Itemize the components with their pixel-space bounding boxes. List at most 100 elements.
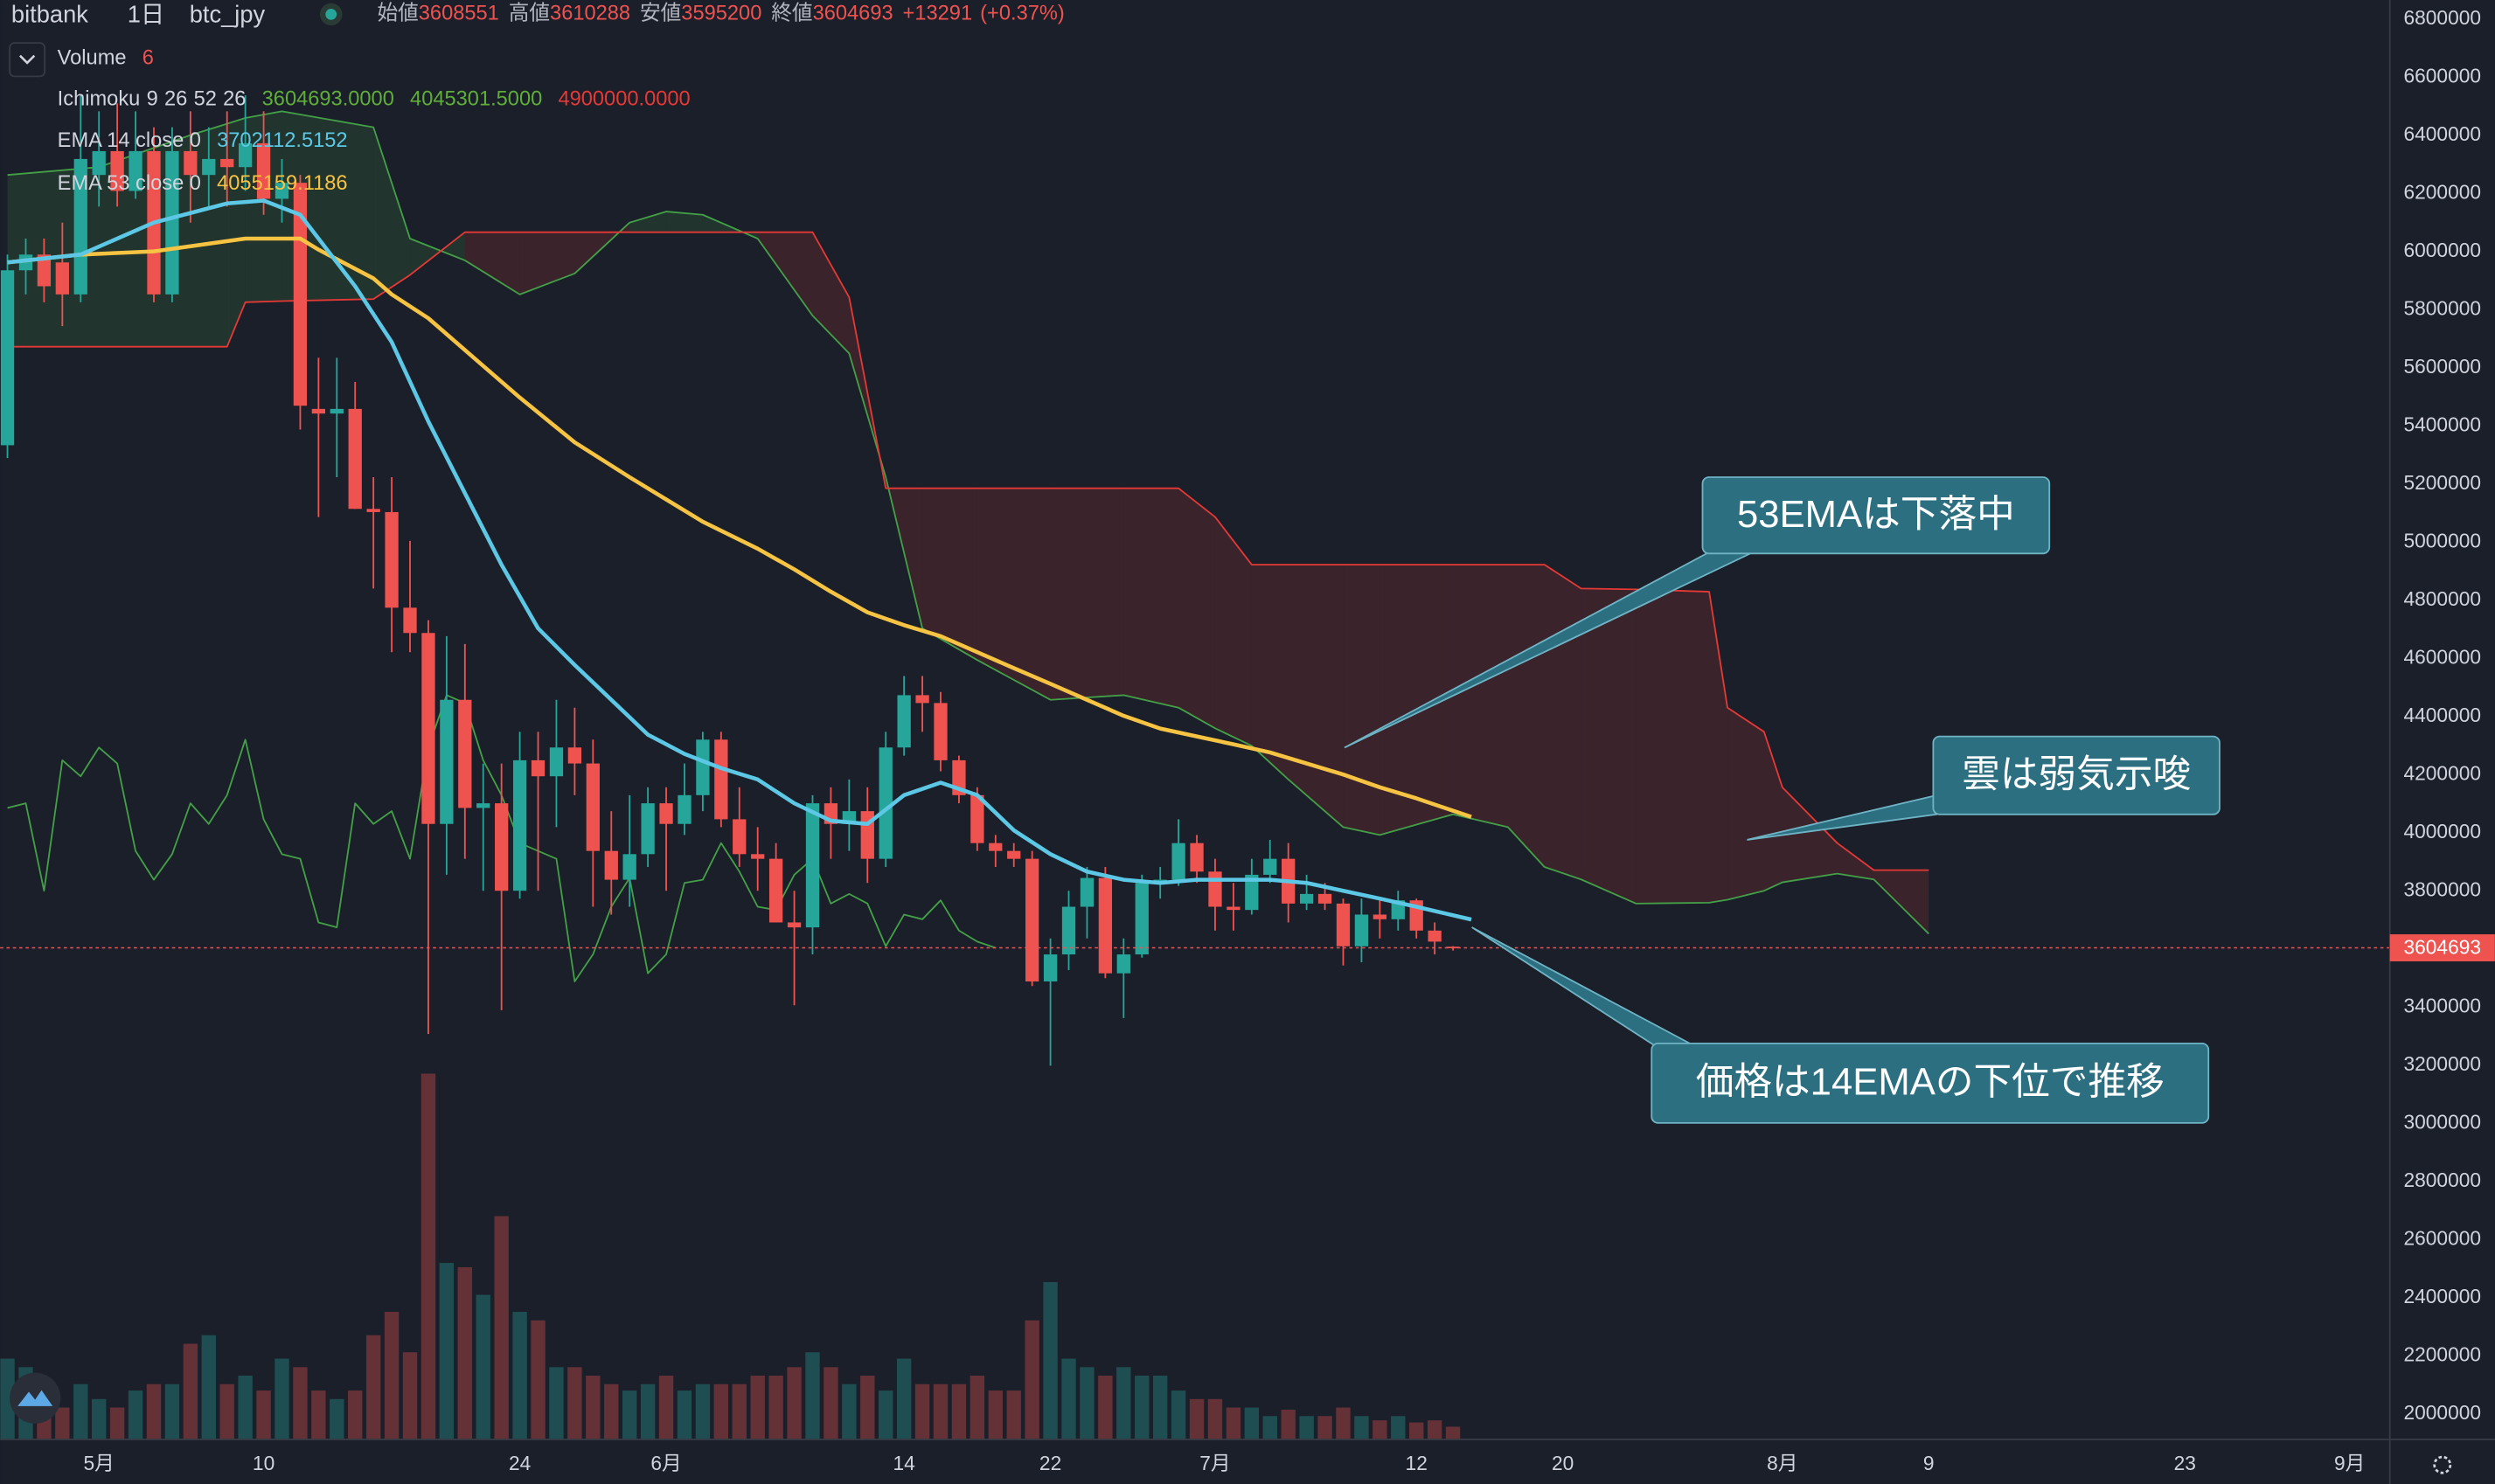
volume-bar xyxy=(787,1367,802,1440)
callout-box xyxy=(1932,735,2220,815)
candle-body xyxy=(1227,906,1241,911)
candle-body xyxy=(1208,871,1222,907)
callout-text: 53EMAは下落中 xyxy=(1737,493,2015,536)
y-tick-label: 2800000 xyxy=(2404,1168,2482,1191)
candle-body xyxy=(1007,850,1021,859)
y-tick-label: 2600000 xyxy=(2404,1227,2482,1250)
y-tick-label: 6600000 xyxy=(2404,64,2482,87)
x-tick-label: 8月 xyxy=(1767,1452,1797,1474)
volume-bar xyxy=(1080,1367,1095,1440)
x-tick-label: 6月 xyxy=(650,1452,681,1474)
y-tick-label: 4200000 xyxy=(2404,762,2482,785)
candle-body xyxy=(275,183,289,199)
span-a-line xyxy=(7,110,1929,935)
candle-body xyxy=(238,142,253,168)
callout-text: 価格は14EMAの下位で推移 xyxy=(1696,1061,2165,1104)
volume-bar xyxy=(640,1383,656,1440)
candle-body xyxy=(531,759,546,777)
candle-body xyxy=(311,408,326,414)
cloud-fill xyxy=(1581,588,1637,904)
cloud-fill xyxy=(226,118,246,347)
volume-bar xyxy=(988,1390,1003,1440)
ema53-line xyxy=(7,236,1472,819)
candle-body xyxy=(1354,914,1369,947)
candle-body xyxy=(1171,843,1185,880)
candle-body xyxy=(1263,858,1277,875)
candle-body xyxy=(641,803,655,855)
y-tick-label: 3800000 xyxy=(2404,878,2482,901)
candle-body xyxy=(73,158,87,295)
candle-body xyxy=(567,747,582,764)
ema53-name: EMA 53 close 0 xyxy=(58,172,201,195)
high-label: 高値 xyxy=(509,2,550,25)
interval: 1日 xyxy=(128,0,164,27)
volume-bar xyxy=(1207,1398,1223,1440)
candle-body xyxy=(805,803,820,928)
cloud-fill xyxy=(1837,843,1874,880)
volume-bar xyxy=(128,1390,143,1440)
ichimoku-value: 3604693.0000 xyxy=(262,88,394,111)
cloud-fill xyxy=(1050,488,1124,700)
x-tick-label: 20 xyxy=(1552,1452,1574,1474)
volume-bar xyxy=(1152,1376,1168,1440)
volume-bar xyxy=(713,1383,729,1440)
volume-bar xyxy=(914,1383,930,1440)
cloud-fill xyxy=(1544,565,1581,880)
volume-bar xyxy=(109,1407,125,1440)
cloud-fill xyxy=(1453,565,1508,828)
volume-bar xyxy=(275,1358,289,1440)
y-tick-label: 4400000 xyxy=(2404,704,2482,726)
volume-bar xyxy=(365,1335,381,1440)
volume-bar xyxy=(805,1352,820,1440)
collapse-button[interactable] xyxy=(9,42,46,78)
candle-body xyxy=(458,699,472,808)
cloud-fill xyxy=(812,232,850,354)
candle-body xyxy=(1428,930,1442,942)
cloud-fill xyxy=(373,127,411,300)
volume-bar xyxy=(1226,1407,1241,1440)
volume-bar xyxy=(1336,1407,1351,1440)
candle-body xyxy=(915,695,929,704)
x-tick-label: 5月 xyxy=(84,1452,115,1474)
volume-legend: Volume 6 xyxy=(58,47,154,70)
settings-icon[interactable] xyxy=(2433,1455,2452,1474)
candle-body xyxy=(330,408,344,414)
volume-bar xyxy=(439,1263,455,1440)
candle-body xyxy=(1025,858,1039,981)
candle-body xyxy=(366,509,380,512)
volume-bar xyxy=(933,1383,949,1440)
volume-bar xyxy=(73,1383,88,1440)
y-tick-label: 2000000 xyxy=(2404,1401,2482,1424)
cloud-fill xyxy=(1873,870,1929,934)
ichimoku-value: 4045301.5000 xyxy=(410,88,542,111)
candle-body xyxy=(184,150,198,176)
ema14-value: 3702112.5152 xyxy=(217,129,347,152)
volume-bar xyxy=(238,1376,253,1440)
y-tick-label: 5800000 xyxy=(2404,296,2482,319)
cloud-fill xyxy=(1123,488,1179,708)
volume-bar xyxy=(0,1358,15,1440)
candle-body xyxy=(1336,903,1351,947)
volume-bar xyxy=(1373,1420,1387,1440)
candle-body xyxy=(897,695,911,748)
candle-body xyxy=(220,158,234,168)
candle-body xyxy=(879,747,893,859)
volume-bar xyxy=(1098,1376,1113,1440)
candle-body xyxy=(1043,954,1058,981)
ichimoku-param: 26 xyxy=(164,88,187,111)
x-tick-label: 9 xyxy=(1923,1452,1935,1474)
candle-body xyxy=(256,142,271,199)
cloud-fill xyxy=(1763,732,1783,891)
logo[interactable] xyxy=(10,1372,61,1424)
close-label: 終値 xyxy=(771,2,812,25)
volume-bar xyxy=(879,1390,893,1440)
volume-bar xyxy=(750,1376,765,1440)
candle-body xyxy=(385,511,399,608)
volume-bar xyxy=(1043,1281,1058,1440)
candle-body xyxy=(549,747,564,777)
cloud-fill xyxy=(464,232,520,295)
volume-bar xyxy=(842,1383,857,1440)
volume-bar xyxy=(384,1312,400,1440)
candle-body xyxy=(403,607,417,634)
